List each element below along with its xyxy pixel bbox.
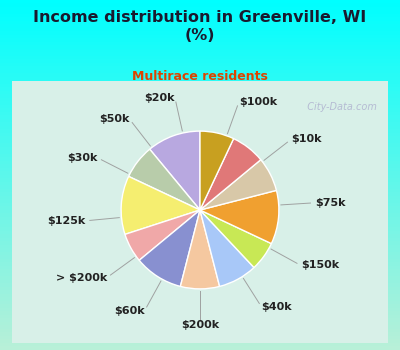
Text: > $200k: > $200k xyxy=(56,273,107,282)
FancyBboxPatch shape xyxy=(8,78,392,346)
Text: $10k: $10k xyxy=(291,134,322,145)
Text: $75k: $75k xyxy=(315,198,345,208)
Text: $30k: $30k xyxy=(67,153,98,163)
Wedge shape xyxy=(200,190,279,244)
Wedge shape xyxy=(180,210,220,289)
Wedge shape xyxy=(129,149,200,210)
Text: $200k: $200k xyxy=(181,320,219,330)
Wedge shape xyxy=(150,131,200,210)
Text: $100k: $100k xyxy=(239,97,277,107)
Text: Income distribution in Greenville, WI
(%): Income distribution in Greenville, WI (%… xyxy=(33,10,367,43)
Wedge shape xyxy=(200,139,261,210)
Text: $150k: $150k xyxy=(301,260,339,271)
Text: $40k: $40k xyxy=(262,302,292,312)
Wedge shape xyxy=(200,131,234,210)
Wedge shape xyxy=(121,176,200,235)
Text: Multirace residents: Multirace residents xyxy=(132,70,268,83)
Wedge shape xyxy=(200,210,271,267)
Wedge shape xyxy=(200,210,254,286)
Text: $50k: $50k xyxy=(99,114,130,124)
Text: $20k: $20k xyxy=(144,93,175,103)
Text: $125k: $125k xyxy=(47,216,86,226)
Wedge shape xyxy=(200,160,276,210)
Wedge shape xyxy=(125,210,200,260)
Text: City-Data.com: City-Data.com xyxy=(301,102,377,112)
Text: $60k: $60k xyxy=(114,306,144,316)
Wedge shape xyxy=(139,210,200,286)
